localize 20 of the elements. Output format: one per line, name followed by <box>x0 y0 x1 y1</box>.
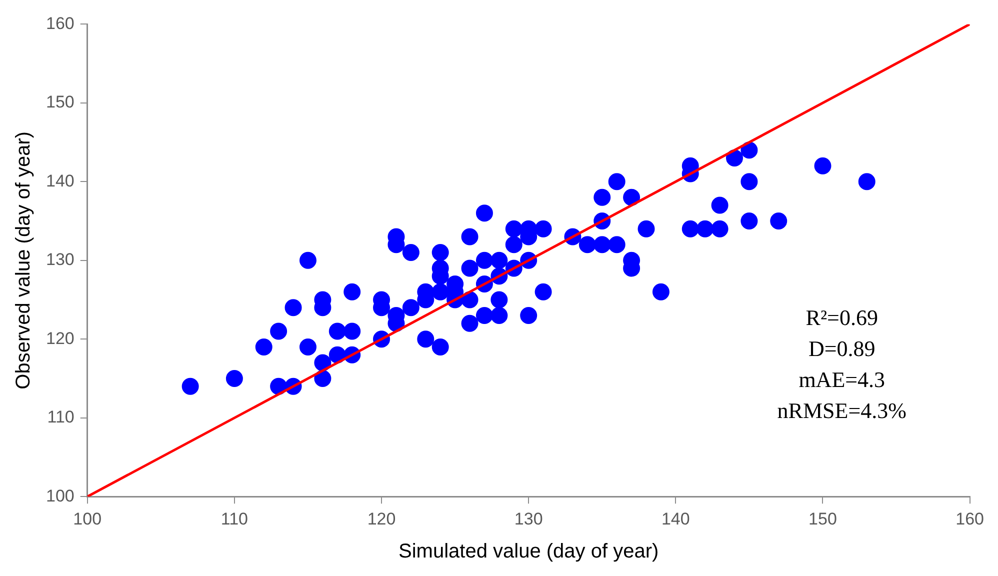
y-tick-label: 130 <box>46 250 74 270</box>
y-tick-label: 120 <box>46 328 74 348</box>
x-tick-label: 150 <box>808 509 837 528</box>
y-tick-label: 150 <box>46 92 74 112</box>
y-tick-label: 100 <box>46 486 74 506</box>
x-tick-label: 160 <box>956 509 984 528</box>
y-axis-title: Observed value (day of year) <box>12 131 35 390</box>
x-tick-label: 100 <box>73 509 102 528</box>
x-tick-label: 130 <box>514 509 543 528</box>
x-tick-label: 110 <box>220 509 248 528</box>
annotation: R²=0.69 <box>806 305 878 330</box>
annotation: nRMSE=4.3% <box>777 398 906 424</box>
y-tick-label: 160 <box>46 14 74 33</box>
x-tick-label: 140 <box>661 509 690 528</box>
y-tick-label: 140 <box>46 171 74 190</box>
annotation: mAE=4.3 <box>798 367 886 392</box>
x-axis-title: Simulated value (day of year) <box>398 540 659 563</box>
annotation: D=0.89 <box>808 336 876 362</box>
y-tick-label: 110 <box>47 408 74 427</box>
x-tick-label: 120 <box>367 509 396 528</box>
